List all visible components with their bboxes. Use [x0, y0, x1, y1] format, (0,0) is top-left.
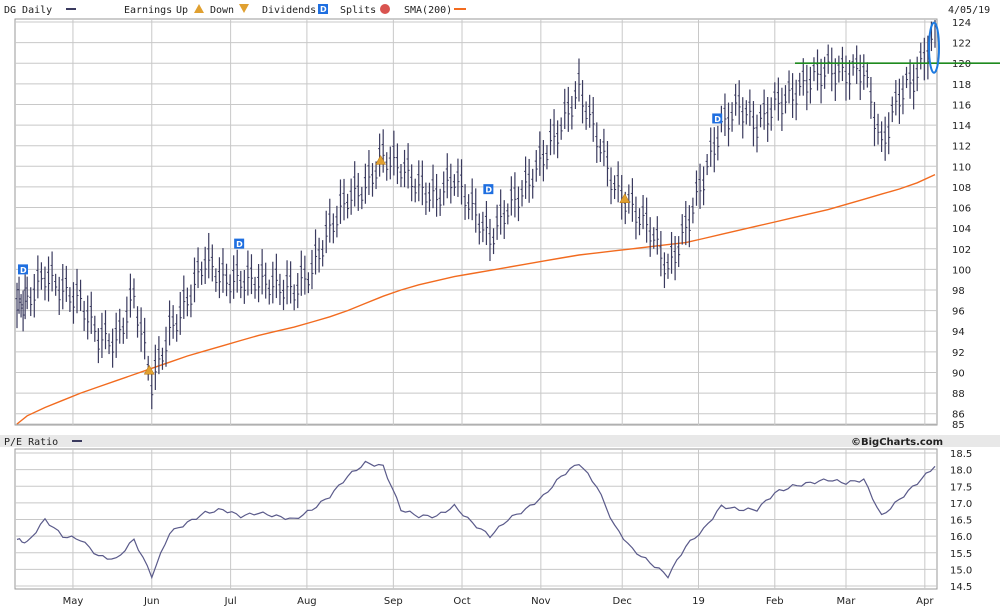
dividend-marker [483, 184, 494, 195]
dividend-marker-glyph: D [714, 115, 721, 124]
earnings-up-icon [194, 4, 204, 13]
price-y-tick-label: 106 [952, 204, 971, 215]
x-tick-label: Sep [384, 596, 403, 607]
dividend-marker-glyph: D [485, 186, 492, 195]
chart-header: DG Daily Earnings Up Down Dividends D Sp… [4, 4, 990, 16]
x-tick-label: Aug [297, 596, 317, 607]
price-y-tick-label: 90 [952, 368, 965, 379]
price-y-tick-label: 85 [952, 420, 965, 431]
x-axis: May Jun Jul Aug Sep Oct Nov Dec 19 Feb Mar Apr [63, 596, 935, 607]
brand-label: ©BigCharts.com [851, 437, 943, 448]
price-y-tick-label: 94 [952, 327, 965, 338]
price-y-tick-label: 98 [952, 286, 965, 297]
pe-legend-swatch [72, 440, 82, 442]
price-y-tick-label: 102 [952, 245, 971, 256]
chart-date: 4/05/19 [948, 5, 990, 16]
earnings-up-label: Up [176, 5, 188, 16]
pe-title: P/E Ratio [4, 437, 58, 448]
x-tick-label: Mar [837, 596, 857, 607]
splits-legend-icon [380, 4, 390, 14]
earnings-marker [619, 193, 631, 203]
sma-label: SMA(200) [404, 5, 452, 16]
sma-200-line [16, 173, 936, 425]
dividends-label: Dividends [262, 5, 316, 16]
earnings-marker [143, 364, 155, 375]
price-y-tick-label: 122 [952, 39, 971, 50]
pe-y-tick-label: 17.5 [950, 482, 972, 493]
splits-label: Splits [340, 5, 376, 16]
highlight-ellipse [928, 21, 940, 74]
x-tick-label: Apr [916, 596, 934, 607]
x-tick-label: Dec [613, 596, 632, 607]
price-y-tick-label: 124 [952, 18, 971, 29]
event-markers: D D D D [18, 113, 723, 375]
price-y-tick-label: 96 [952, 307, 965, 318]
pe-ratio-line [16, 460, 936, 580]
price-bars [15, 19, 936, 410]
pe-y-tick-label: 14.5 [950, 582, 972, 593]
pe-header-bar [0, 435, 1000, 447]
price-y-tick-label: 108 [952, 183, 971, 194]
x-tick-label: Oct [453, 596, 470, 607]
x-tick-label: Jul [224, 596, 237, 607]
price-y-tick-label: 118 [952, 80, 971, 91]
x-tick-label: Jun [143, 596, 160, 607]
x-tick-label: Feb [766, 596, 784, 607]
x-tick-label: Nov [531, 596, 551, 607]
pe-y-tick-label: 16.0 [950, 532, 972, 543]
price-y-tick-label: 114 [952, 121, 971, 132]
earnings-label: Earnings [124, 5, 172, 16]
pe-y-tick-label: 16.5 [950, 516, 972, 527]
earnings-down-icon [239, 4, 249, 13]
x-tick-label: May [63, 596, 84, 607]
pe-y-tick-label: 15.5 [950, 549, 972, 560]
chart-title: DG Daily [4, 5, 52, 16]
price-y-tick-label: 92 [952, 348, 965, 359]
price-y-tick-label: 120 [952, 59, 971, 70]
dividend-marker-glyph: D [20, 266, 27, 275]
sma-legend-swatch [454, 8, 466, 10]
dividend-marker [18, 264, 28, 275]
price-legend-swatch [66, 8, 76, 10]
dividend-legend-icon [318, 4, 328, 14]
price-y-tick-label: 86 [952, 410, 965, 421]
price-y-tick-label: 88 [952, 389, 965, 400]
pe-y-tick-label: 18.5 [950, 449, 972, 460]
x-tick-label: 19 [692, 596, 705, 607]
earnings-down-label: Down [210, 5, 234, 16]
price-y-tick-label: 100 [952, 265, 971, 276]
price-y-tick-label: 112 [952, 142, 971, 153]
pe-y-tick-label: 15.0 [950, 565, 972, 576]
dividend-marker-glyph: D [236, 240, 243, 249]
dividend-marker [234, 238, 245, 249]
pe-y-tick-label: 18.0 [950, 466, 972, 477]
dividend-marker [712, 113, 723, 124]
price-y-tick-label: 116 [952, 100, 971, 111]
price-y-tick-label: 110 [952, 162, 971, 173]
pe-y-tick-label: 17.0 [950, 499, 972, 510]
dividend-legend-glyph: D [320, 5, 327, 14]
pe-y-axis: 14.5 15.0 15.5 16.0 16.5 17.0 17.5 18.0 18.5 [950, 449, 972, 593]
earnings-marker [375, 154, 387, 165]
price-y-tick-label: 104 [952, 224, 971, 235]
